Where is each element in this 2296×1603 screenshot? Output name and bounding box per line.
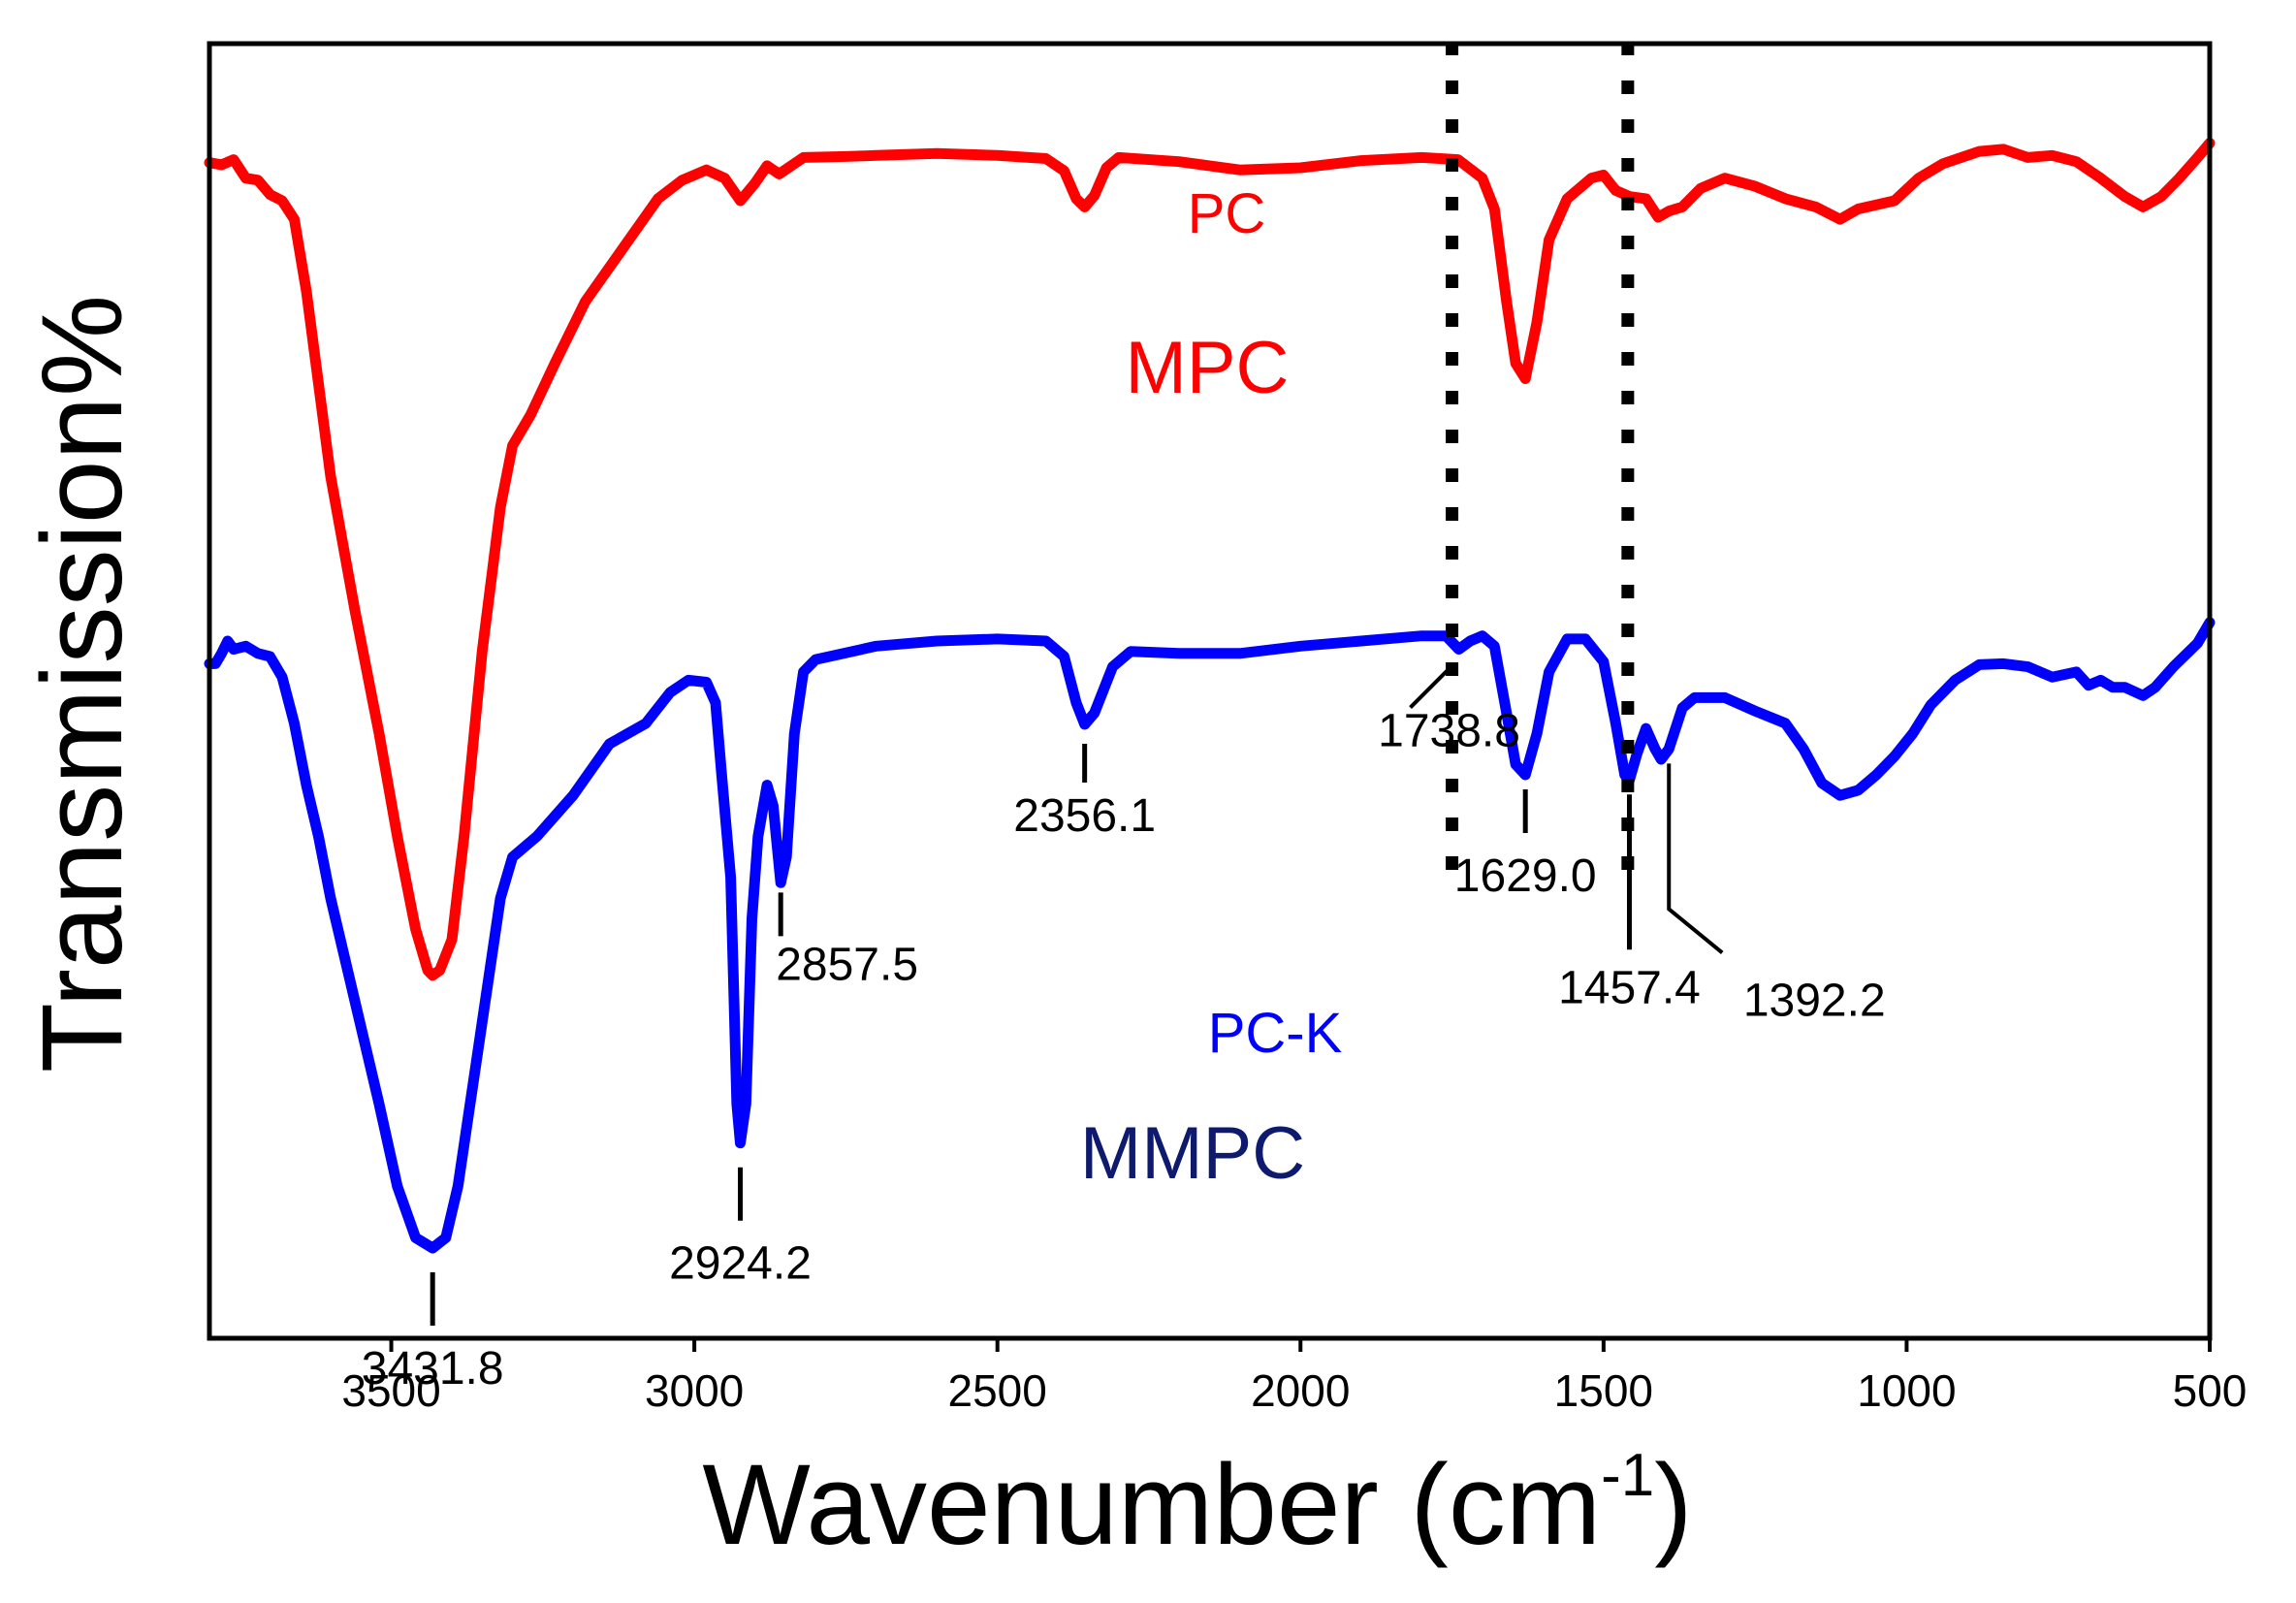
plot-frame bbox=[207, 41, 2213, 1341]
reference-lines bbox=[1446, 42, 1635, 884]
x-axis-title-superscript: -1 bbox=[1601, 1442, 1654, 1509]
series-line-mpc bbox=[204, 138, 2216, 981]
x-tick-label-1000: 1000 bbox=[1857, 1365, 1956, 1416]
x-axis-title-main: Wavenumber (cm bbox=[702, 1441, 1601, 1569]
peak-label-1392-2: 1392.2 bbox=[1743, 975, 1886, 1026]
x-tick-label-1500: 1500 bbox=[1554, 1365, 1653, 1416]
x-tick-label-2500: 2500 bbox=[948, 1365, 1047, 1416]
peak-label-3431-8: 3431.8 bbox=[362, 1343, 504, 1395]
x-tick-label-2000: 2000 bbox=[1251, 1365, 1350, 1416]
y-axis-title: Transmission% bbox=[18, 295, 146, 1073]
x-tick-label-3000: 3000 bbox=[645, 1365, 744, 1416]
peak-label-1457-4: 1457.4 bbox=[1558, 962, 1701, 1013]
series-layer bbox=[204, 138, 2216, 1254]
legend-label-mpc: MPC bbox=[1126, 327, 1290, 409]
legend-label-pc-k: PC-K bbox=[1208, 1002, 1343, 1065]
peak-label-2857-5: 2857.5 bbox=[776, 939, 918, 990]
x-axis-ticks: 3500 3000 2500 2000 1500 1000 500 bbox=[341, 1338, 2247, 1416]
x-axis-title: Wavenumber (cm-1) bbox=[702, 1441, 1692, 1569]
x-axis-title-close: ) bbox=[1654, 1441, 1692, 1569]
x-tick-label-3500: 3500 bbox=[341, 1365, 440, 1416]
peak-label-2356-1: 2356.1 bbox=[1013, 790, 1156, 842]
peak-label-1738-8: 1738.8 bbox=[1378, 706, 1520, 757]
x-tick-label-500: 500 bbox=[2173, 1365, 2248, 1416]
series-line-mmpc bbox=[204, 617, 2216, 1254]
peak-tick-1392-2 bbox=[1667, 763, 1724, 954]
legend-label-pc: PC bbox=[1188, 182, 1266, 245]
legend: PC MPC PC-K MMPC bbox=[1080, 182, 1343, 1195]
legend-label-mmpc: MMPC bbox=[1080, 1112, 1305, 1195]
peak-annotations: 3431.8 2924.2 2857.5 2356.1 1738.8 1629.0 1457… bbox=[362, 667, 1886, 1395]
peak-tick-1738-8 bbox=[1409, 667, 1451, 709]
peak-label-2924-2: 2924.2 bbox=[669, 1238, 812, 1290]
peak-label-1629-0: 1629.0 bbox=[1454, 850, 1597, 902]
